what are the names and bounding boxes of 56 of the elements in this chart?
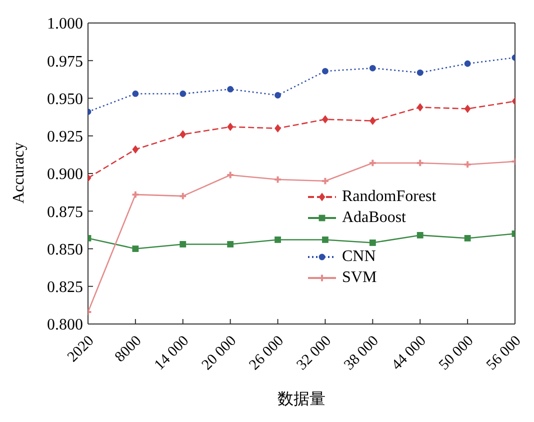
x-tick-label: 26 000 [246,332,288,374]
x-tick-label: 56 000 [484,332,524,374]
point [132,145,139,154]
y-tick-label: 1.000 [47,16,83,33]
point [180,241,186,248]
point [416,103,424,112]
point [369,116,376,126]
y-tick-label: 0.875 [47,204,83,221]
x-tick-label: 8000 [112,332,145,366]
y-tick-label: 0.925 [47,128,83,146]
y-tick-label: 0.850 [47,241,83,258]
legend-label: CNN [342,248,376,266]
point [178,192,188,200]
y-tick-label: 0.800 [47,316,83,334]
y-tick-label: 0.825 [47,279,83,296]
point [322,236,328,243]
point [227,122,234,132]
point [321,176,330,186]
point [274,236,281,243]
x-tick-label: 14 000 [152,332,192,374]
point [226,170,235,180]
y-tick-label: 0.950 [47,90,83,108]
x-tick-label: 32 000 [294,332,334,374]
point [180,130,186,139]
point [369,240,376,246]
legend-label: RandomForest [342,188,436,206]
legend-label: AdaBoost [342,208,406,226]
y-tick-label: 0.900 [47,166,83,184]
point [464,60,471,67]
point [227,241,234,248]
point [274,175,282,184]
point [132,90,139,97]
x-tick-label: 44 000 [388,332,430,374]
point [131,190,140,199]
point [416,232,424,238]
y-tick-label: 0.975 [47,53,83,70]
point [322,68,328,74]
x-axis-title: 数据量 [278,391,326,408]
x-tick-label: 20 000 [199,332,240,374]
x-tick-label: 50 000 [436,332,477,374]
point [227,86,234,92]
point [464,104,471,113]
legend-label: SVM [342,268,377,286]
point [464,235,471,242]
point [463,160,472,169]
point [368,158,377,168]
x-tick-label: 38 000 [341,332,382,374]
point [180,90,186,97]
y-axis-title: Accuracy [10,142,28,204]
point [274,92,281,98]
point [274,124,281,133]
point [369,64,376,72]
point [416,69,424,76]
point [416,158,424,168]
point [322,115,328,124]
point [132,246,139,252]
